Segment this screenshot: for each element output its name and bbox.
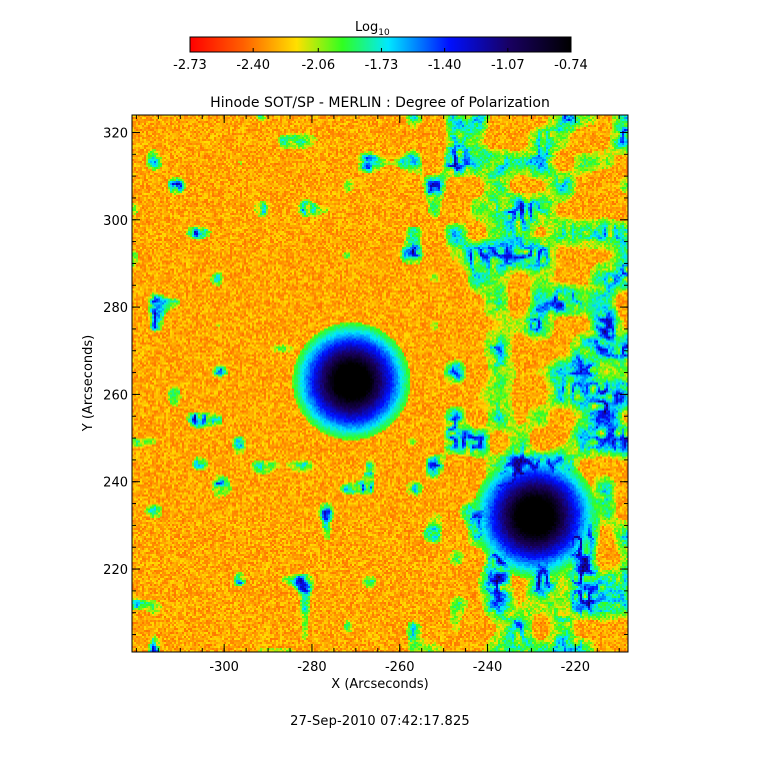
colorbar-label: Log10 [355,20,390,38]
timestamp-label: 27-Sep-2010 07:42:17.825 [290,714,470,729]
y-tick-label: 240 [103,476,128,491]
colorbar-tick-label: -2.73 [173,58,207,73]
y-axis-label: Y (Arcseconds) [81,335,96,432]
colorbar-label-subscript: 10 [378,28,390,38]
plot-frame [131,114,629,653]
colorbar-tick-label: -0.74 [554,58,588,73]
colorbar-tick-label: -1.07 [491,58,525,73]
y-axis: 220 240 260 280 300 320 [103,126,628,636]
colorbar-tick-label: -1.73 [365,58,399,73]
y-tick-label: 260 [103,388,128,403]
y-tick-label: 280 [103,301,128,316]
colorbar-ticks: -2.73 -2.40 -2.06 -1.73 -1.40 -1.07 -0.74 [173,48,588,73]
y-tick-label: 300 [103,214,128,229]
x-tick-label: -260 [385,660,415,675]
x-tick-label: -220 [561,660,591,675]
y-tick-label: 320 [103,126,128,141]
heatmap-image [132,115,628,652]
y-tick-label: 220 [103,563,128,578]
x-axis: -300 -280 -260 -240 -220 [135,115,620,675]
colorbar-tick-label: -2.06 [301,58,335,73]
x-axis-label: X (Arcseconds) [331,677,428,692]
colorbar-tick-label: -1.40 [428,58,462,73]
chart-title: Hinode SOT/SP - MERLIN : Degree of Polar… [210,95,550,111]
x-tick-label: -240 [473,660,503,675]
x-tick-label: -300 [209,660,239,675]
colorbar-tick-label: -2.40 [236,58,270,73]
x-tick-label: -280 [297,660,327,675]
colorbar-gradient [189,36,572,53]
colorbar: Log10 -2.73 -2.40 -2.06 -1.73 -1.40 -1.07 -0.7… [173,20,588,73]
